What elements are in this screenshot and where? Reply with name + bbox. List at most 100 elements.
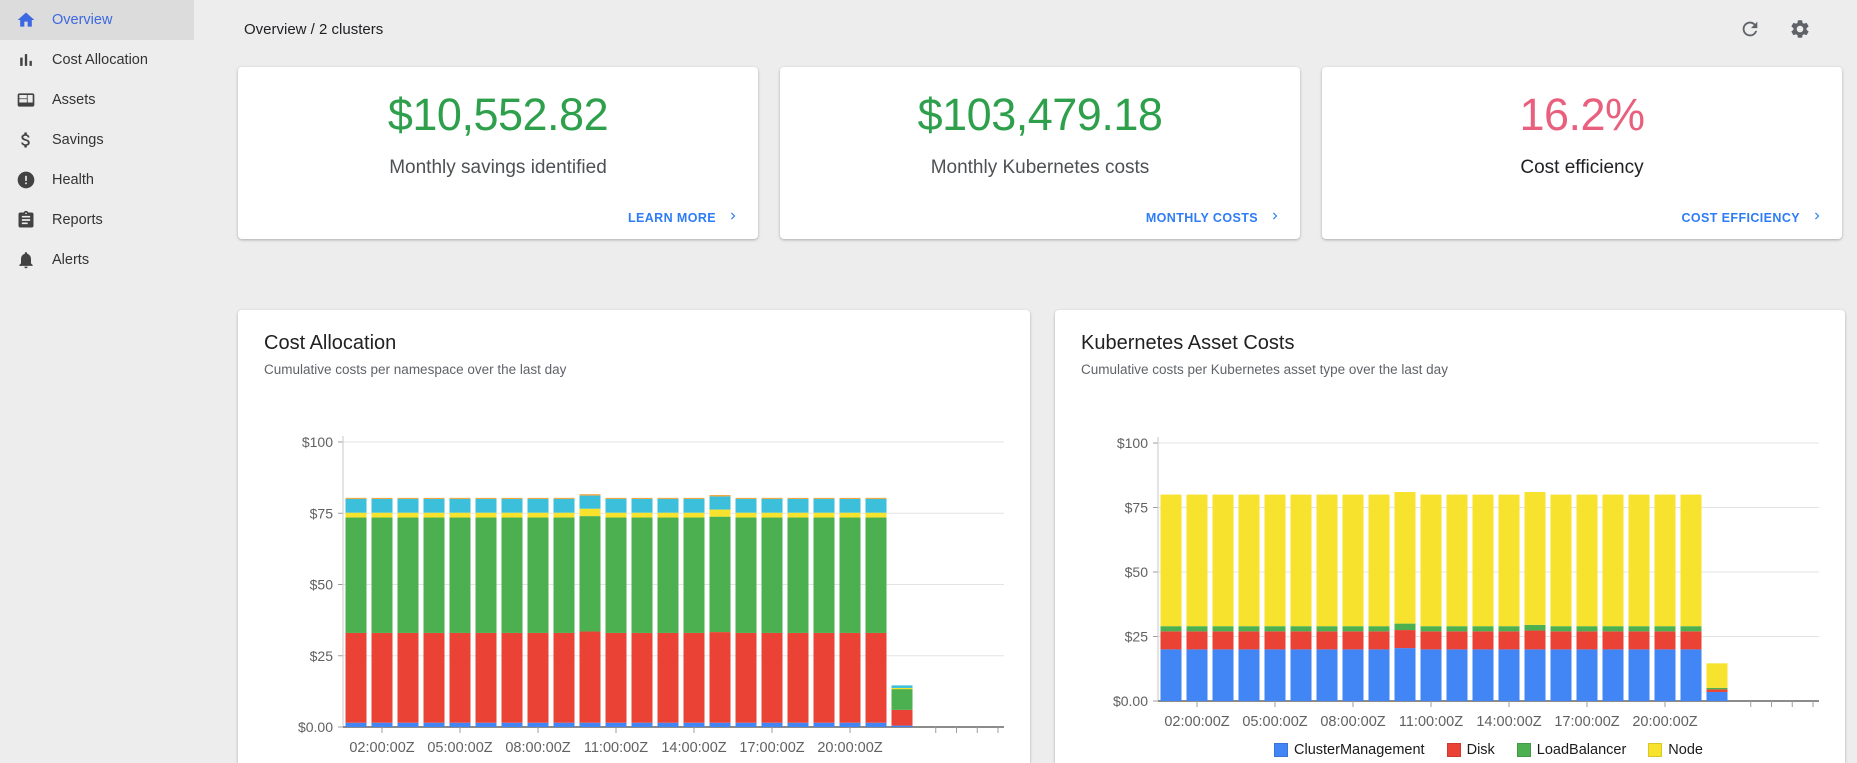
sidebar-item-reports[interactable]: Reports [0,200,194,240]
bar-segment-red[interactable] [709,632,731,723]
bar-segment-Node[interactable] [1238,494,1260,627]
bar-segment-Disk[interactable] [1420,631,1442,650]
bar-segment-ClusterManagement[interactable] [1394,648,1416,701]
bar-segment-Node[interactable] [1524,492,1546,625]
bar-segment-ClusterManagement[interactable] [1498,649,1520,701]
cost-efficiency-button[interactable]: COST EFFICIENCY [1681,209,1824,226]
bar-segment-Node[interactable] [1550,494,1572,627]
bar-segment-ClusterManagement[interactable] [1238,649,1260,701]
bar-segment-cyan[interactable] [683,499,705,513]
bar-segment-green[interactable] [735,517,757,633]
bar-segment-yellow[interactable] [397,512,419,518]
bar-segment-yellow[interactable] [761,512,783,518]
bar-segment-orange[interactable] [735,497,757,499]
bar-segment-green[interactable] [839,517,861,633]
bar-segment-green[interactable] [449,517,471,633]
bar-segment-Node[interactable] [1368,494,1390,627]
bar-segment-orange[interactable] [605,497,627,499]
bar-segment-ClusterManagement[interactable] [1186,649,1208,701]
bar-segment-blue[interactable] [527,722,549,727]
bar-segment-LoadBalancer[interactable] [1212,626,1234,632]
bar-segment-cyan[interactable] [501,499,523,513]
bar-segment-blue[interactable] [553,722,575,727]
bar-segment-LoadBalancer[interactable] [1264,626,1286,632]
bar-segment-red[interactable] [371,632,393,723]
bar-segment-red[interactable] [735,632,757,723]
bar-segment-yellow[interactable] [657,512,679,518]
bar-segment-red[interactable] [475,632,497,723]
bar-segment-red[interactable] [501,632,523,723]
bar-segment-Node[interactable] [1576,494,1598,627]
bar-segment-yellow[interactable] [865,512,887,518]
bar-segment-ClusterManagement[interactable] [1472,649,1494,701]
bar-segment-LoadBalancer[interactable] [1446,626,1468,632]
bar-segment-Disk[interactable] [1550,631,1572,650]
sidebar-item-assets[interactable]: Assets [0,80,194,120]
bar-segment-green[interactable] [345,517,367,633]
bar-segment-Disk[interactable] [1342,631,1364,650]
bar-segment-yellow[interactable] [579,508,601,517]
bar-segment-ClusterManagement[interactable] [1680,649,1702,701]
bar-segment-yellow[interactable] [683,512,705,518]
bar-segment-Disk[interactable] [1368,631,1390,650]
bar-segment-blue[interactable] [735,722,757,727]
bar-segment-LoadBalancer[interactable] [1602,626,1624,632]
bar-segment-Node[interactable] [1160,494,1182,627]
bar-segment-orange[interactable] [579,494,601,496]
bar-segment-green[interactable] [631,517,653,633]
bar-segment-yellow[interactable] [527,512,549,518]
bar-segment-green[interactable] [891,689,913,710]
bar-segment-orange[interactable] [631,497,653,499]
bar-segment-blue[interactable] [813,722,835,727]
bar-segment-red[interactable] [605,632,627,723]
bar-segment-Node[interactable] [1628,494,1650,627]
bar-segment-yellow[interactable] [605,512,627,518]
bar-segment-red[interactable] [553,632,575,723]
bar-segment-ClusterManagement[interactable] [1524,649,1546,701]
bar-segment-green[interactable] [553,517,575,633]
bar-segment-green[interactable] [475,517,497,633]
bar-segment-yellow[interactable] [735,512,757,518]
bar-segment-ClusterManagement[interactable] [1160,649,1182,701]
bar-segment-orange[interactable] [761,497,783,499]
bar-segment-cyan[interactable] [449,499,471,513]
bar-segment-blue[interactable] [865,722,887,727]
bar-segment-green[interactable] [683,517,705,633]
bar-segment-blue[interactable] [397,722,419,727]
bar-segment-Node[interactable] [1446,494,1468,627]
bar-segment-orange[interactable] [813,497,835,499]
bar-segment-yellow[interactable] [449,512,471,518]
bar-segment-Disk[interactable] [1680,631,1702,650]
bar-segment-ClusterManagement[interactable] [1576,649,1598,701]
bar-segment-red[interactable] [683,632,705,723]
bar-segment-red[interactable] [423,632,445,723]
bar-segment-LoadBalancer[interactable] [1238,626,1260,632]
bar-segment-blue[interactable] [501,722,523,727]
bar-segment-Disk[interactable] [1186,631,1208,650]
bar-segment-blue[interactable] [709,722,731,727]
bar-segment-orange[interactable] [865,497,887,499]
bar-segment-red[interactable] [397,632,419,723]
bar-segment-yellow[interactable] [787,512,809,518]
bar-segment-LoadBalancer[interactable] [1654,626,1676,632]
bar-segment-orange[interactable] [449,497,471,499]
bar-segment-cyan[interactable] [371,499,393,513]
bar-segment-LoadBalancer[interactable] [1680,626,1702,632]
bar-segment-ClusterManagement[interactable] [1264,649,1286,701]
bar-segment-Disk[interactable] [1290,631,1312,650]
bar-segment-LoadBalancer[interactable] [1160,626,1182,632]
bar-segment-ClusterManagement[interactable] [1212,649,1234,701]
bar-segment-red[interactable] [579,631,601,723]
bar-segment-orange[interactable] [709,495,731,497]
bar-segment-ClusterManagement[interactable] [1316,649,1338,701]
bar-segment-green[interactable] [423,517,445,633]
bar-segment-Disk[interactable] [1394,630,1416,649]
bar-segment-Node[interactable] [1602,494,1624,627]
bar-segment-cyan[interactable] [397,499,419,513]
bar-segment-red[interactable] [787,632,809,723]
bar-segment-orange[interactable] [839,497,861,499]
bar-segment-Node[interactable] [1316,494,1338,627]
bar-segment-red[interactable] [813,632,835,723]
bar-segment-ClusterManagement[interactable] [1446,649,1468,701]
bar-segment-green[interactable] [761,517,783,633]
